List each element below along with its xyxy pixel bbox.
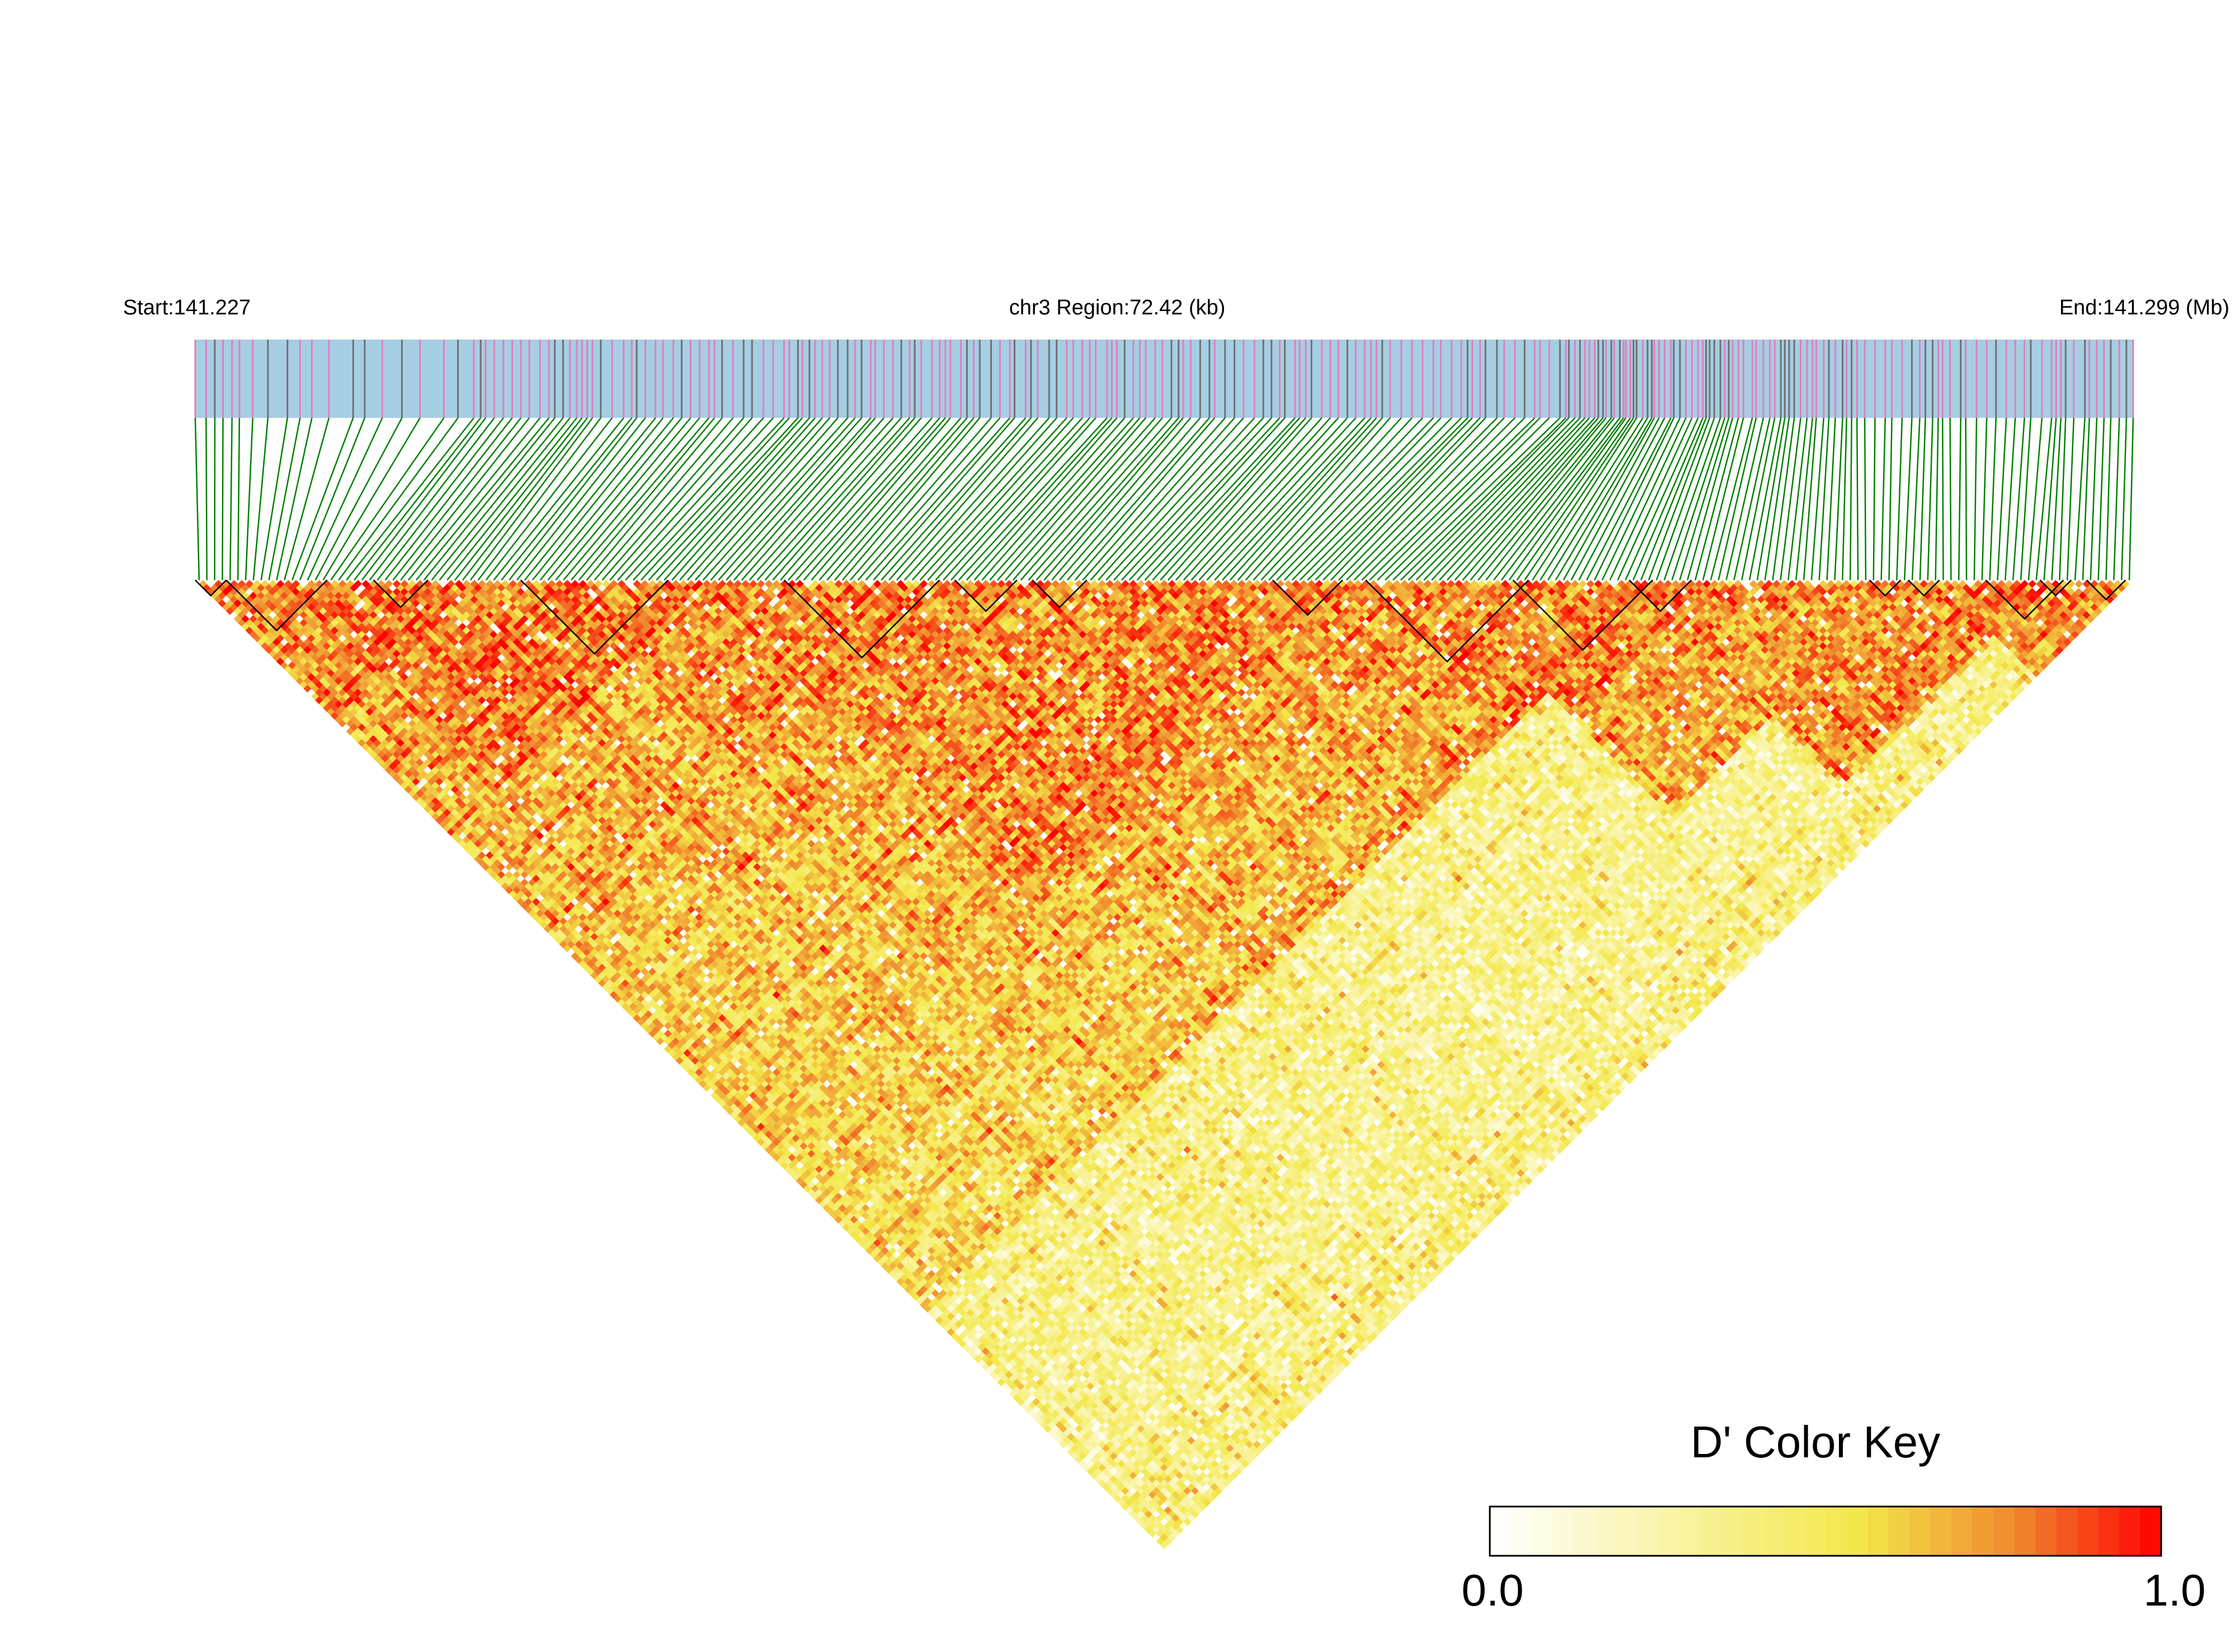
snp-connector: [1641, 418, 1706, 580]
snp-connector: [711, 418, 855, 580]
region-start-label: Start:141.227: [123, 296, 251, 319]
snp-connector: [393, 418, 521, 580]
snp-connector: [1060, 418, 1200, 580]
snp-connector: [1036, 418, 1178, 580]
snp-connector: [664, 418, 810, 580]
snp-connector: [1819, 418, 1829, 580]
snp-connector: [2098, 418, 2104, 580]
snp-connector: [1912, 418, 1919, 580]
snp-connector: [1904, 418, 1912, 580]
snp-connector: [1942, 418, 1943, 580]
snp-connector: [905, 418, 1049, 580]
snp-connector: [238, 418, 239, 580]
snp-connector: [928, 418, 1073, 580]
snp-connector: [1897, 418, 1902, 580]
snp-connector: [2114, 418, 2119, 580]
snp-connector: [2091, 418, 2097, 580]
snp-connector: [385, 418, 512, 580]
snp-connector: [1874, 418, 1875, 580]
snp-connector: [1835, 418, 1843, 580]
snp-connector: [1657, 418, 1714, 580]
snp-position-track: [195, 340, 2133, 418]
region-end-label: End:141.299 (Mb): [2059, 296, 2229, 319]
snp-connector: [401, 418, 529, 580]
snp-connector: [1842, 418, 1846, 580]
snp-connector: [1245, 418, 1390, 580]
snp-connector: [1811, 418, 1824, 580]
snp-connector: [1857, 418, 1858, 580]
snp-connector: [1757, 418, 1785, 580]
snp-connector: [734, 418, 876, 580]
snp-connector: [2106, 418, 2111, 580]
snp-connector: [1005, 418, 1146, 580]
snp-connector: [1959, 418, 1960, 580]
region-center-label: chr3 Region:72.42 (kb): [1009, 296, 1226, 319]
snp-connector: [1950, 418, 1951, 580]
snp-connector: [1765, 418, 1789, 580]
snp-connector: [517, 418, 646, 580]
snp-connector: [1447, 418, 1595, 580]
snp-connector: [1486, 418, 1614, 580]
snp-connector: [1687, 418, 1733, 580]
snp-connector: [1556, 418, 1652, 580]
snp-connector: [2029, 418, 2042, 580]
snp-connector: [346, 418, 474, 580]
snp-connector: [1982, 418, 1987, 580]
snp-connector: [2129, 418, 2133, 580]
ld-heatmap-cells: [199, 580, 2130, 1550]
snp-connector: [300, 418, 365, 580]
snp-connector: [222, 418, 223, 580]
snp-connector: [246, 418, 253, 580]
snp-connector: [1300, 418, 1461, 580]
snp-connector: [195, 418, 199, 580]
snp-connector: [1222, 418, 1371, 580]
snp-connector: [1152, 418, 1300, 580]
snp-connector: [533, 418, 663, 580]
snp-connector: [1416, 418, 1575, 580]
snp-connector: [2044, 418, 2057, 580]
snp-connector: [1920, 418, 1926, 580]
snp-connector: [1827, 418, 1836, 580]
snp-connector: [1052, 418, 1191, 580]
snp-connector: [1889, 418, 1892, 580]
snp-connector: [1881, 418, 1885, 580]
snp-connector: [1207, 418, 1356, 580]
snp-connector: [2059, 418, 2065, 580]
snp-connector: [1936, 418, 1938, 580]
snp-connector: [1137, 418, 1285, 580]
snp-connectors: [195, 418, 2133, 580]
snp-connector: [2005, 418, 2015, 580]
snp-connector: [1029, 418, 1171, 580]
snp-connector: [951, 418, 1096, 580]
snp-connector: [269, 418, 300, 580]
snp-connector: [525, 418, 656, 580]
snp-connector: [493, 418, 623, 580]
snp-connector: [1990, 418, 1996, 580]
snp-connector: [354, 418, 481, 580]
snp-connector: [2052, 418, 2061, 580]
snp-connector: [2121, 418, 2126, 580]
snp-connector: [1974, 418, 1977, 580]
snp-connector: [2067, 418, 2074, 580]
snp-connector: [2036, 418, 2052, 580]
snp-connector: [726, 418, 871, 580]
snp-connector: [230, 418, 232, 580]
snp-connector: [1928, 418, 1933, 580]
snp-connector: [1850, 418, 1851, 580]
snp-connector: [1238, 418, 1382, 580]
snp-connector: [997, 418, 1140, 580]
snp-connector: [1865, 418, 1866, 580]
snp-connector: [1021, 418, 1163, 580]
snp-connector: [331, 418, 444, 580]
snp-connector: [827, 418, 967, 580]
snp-connector: [1998, 418, 2007, 580]
